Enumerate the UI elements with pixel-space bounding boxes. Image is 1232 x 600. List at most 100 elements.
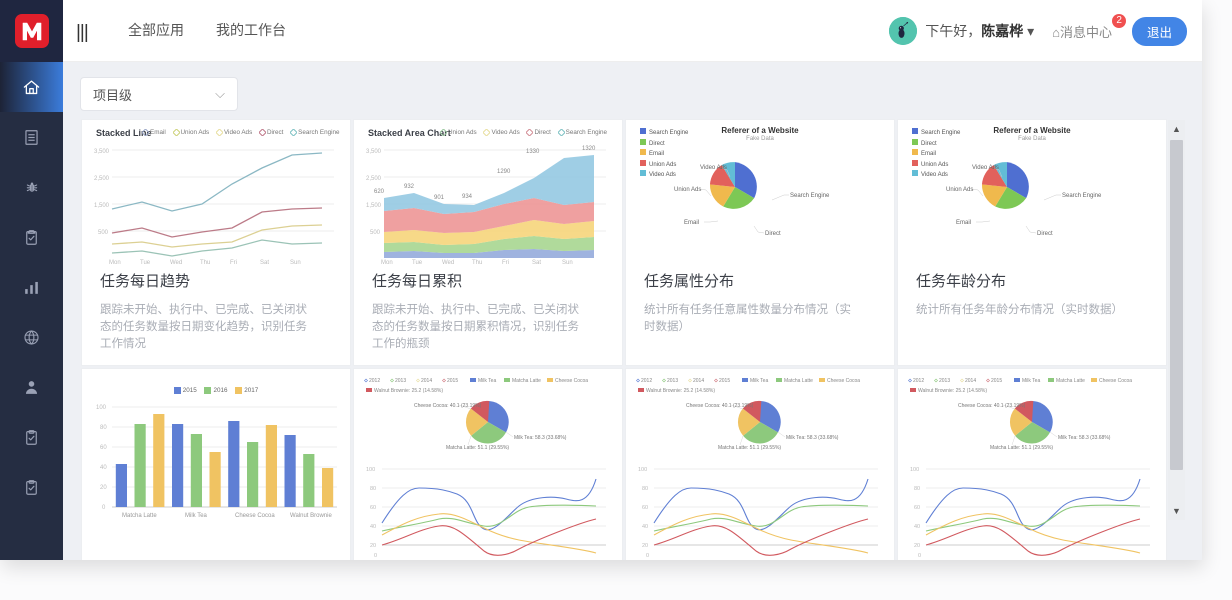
svg-text:901: 901 [434, 195, 445, 201]
svg-text:Wed: Wed [170, 260, 182, 266]
svg-text:500: 500 [370, 230, 381, 236]
svg-text:Email: Email [684, 220, 699, 226]
svg-text:3,500: 3,500 [94, 149, 110, 155]
svg-text:Cheese Cocoa: Cheese Cocoa [1099, 378, 1132, 384]
svg-text:934: 934 [462, 194, 473, 200]
svg-text:Direct: Direct [765, 231, 781, 237]
svg-text:2014: 2014 [421, 378, 432, 384]
svg-text:Mon: Mon [109, 260, 121, 266]
svg-text:Cheese Cocoa: Cheese Cocoa [555, 378, 588, 384]
svg-text:Matcha Latte: 51.1 (29.55%): Matcha Latte: 51.1 (29.55%) [446, 445, 509, 451]
svg-text:2015: 2015 [719, 378, 730, 384]
svg-text:60: 60 [642, 505, 648, 511]
svg-text:60: 60 [370, 505, 376, 511]
svg-text:40: 40 [914, 524, 920, 530]
svg-text:Search Engine: Search Engine [790, 193, 830, 199]
svg-text:Union Ads: Union Ads [946, 187, 973, 193]
svg-text:0: 0 [374, 553, 377, 559]
svg-text:1330: 1330 [526, 149, 540, 155]
svg-text:2013: 2013 [667, 378, 678, 384]
svg-text:Cheese Cocoa: 40.1 (23.19%): Cheese Cocoa: 40.1 (23.19%) [958, 403, 1026, 409]
svg-text:20: 20 [914, 543, 920, 549]
svg-text:2015: 2015 [991, 378, 1002, 384]
svg-text:Thu: Thu [472, 260, 482, 266]
svg-text:Walnut Brownie: 25.2 (14.58%): Walnut Brownie: 25.2 (14.58%) [374, 388, 443, 394]
svg-text:Matcha Latte: Matcha Latte [122, 513, 157, 519]
svg-text:Matcha Latte: Matcha Latte [1056, 378, 1085, 384]
svg-text:80: 80 [370, 486, 376, 492]
svg-text:Union Ads: Union Ads [674, 187, 701, 193]
svg-text:Direct: Direct [1037, 231, 1053, 237]
svg-text:Search Engine: Search Engine [1062, 193, 1102, 199]
svg-text:40: 40 [370, 524, 376, 530]
svg-text:Matcha Latte: 51.1 (29.55%): Matcha Latte: 51.1 (29.55%) [718, 445, 781, 451]
svg-text:20: 20 [100, 485, 107, 491]
svg-text:2013: 2013 [939, 378, 950, 384]
svg-text:20: 20 [642, 543, 648, 549]
svg-text:Matcha Latte: Matcha Latte [784, 378, 813, 384]
svg-text:40: 40 [100, 465, 107, 471]
svg-text:Cheese Cocoa: 40.1 (23.19%): Cheese Cocoa: 40.1 (23.19%) [686, 403, 754, 409]
svg-text:Fri: Fri [502, 260, 509, 266]
svg-text:Tue: Tue [140, 260, 151, 266]
svg-text:80: 80 [914, 486, 920, 492]
svg-text:Thu: Thu [200, 260, 210, 266]
svg-text:2,500: 2,500 [94, 176, 110, 182]
svg-text:Milk Tea: Milk Tea [478, 378, 496, 384]
svg-text:Fri: Fri [230, 260, 237, 266]
svg-text:2014: 2014 [965, 378, 976, 384]
svg-text:Walnut Brownie: Walnut Brownie [290, 513, 332, 519]
svg-text:Walnut Brownie: 25.2 (14.58%): Walnut Brownie: 25.2 (14.58%) [918, 388, 987, 394]
svg-text:620: 620 [374, 189, 385, 195]
svg-text:1320: 1320 [582, 146, 596, 152]
svg-text:100: 100 [366, 467, 375, 473]
svg-text:60: 60 [914, 505, 920, 511]
svg-text:80: 80 [642, 486, 648, 492]
svg-text:Mon: Mon [381, 260, 393, 266]
svg-text:1,500: 1,500 [366, 203, 382, 209]
svg-text:1290: 1290 [497, 169, 511, 175]
svg-text:Milk Tea: Milk Tea [750, 378, 768, 384]
svg-text:Sat: Sat [532, 260, 541, 266]
svg-text:40: 40 [642, 524, 648, 530]
svg-text:Milk Tea: Milk Tea [185, 513, 208, 519]
svg-text:Sat: Sat [260, 260, 269, 266]
svg-text:Milk Tea: 58.3 (33.68%): Milk Tea: 58.3 (33.68%) [1058, 435, 1111, 441]
svg-text:0: 0 [646, 553, 649, 559]
svg-text:Walnut Brownie: 25.2 (14.58%): Walnut Brownie: 25.2 (14.58%) [646, 388, 715, 394]
svg-text:Matcha Latte: Matcha Latte [512, 378, 541, 384]
svg-text:20: 20 [370, 543, 376, 549]
svg-text:Milk Tea: 58.3 (33.68%): Milk Tea: 58.3 (33.68%) [786, 435, 839, 441]
svg-text:2012: 2012 [369, 378, 380, 384]
svg-text:2015: 2015 [447, 378, 458, 384]
svg-text:Video Ads: Video Ads [972, 165, 999, 171]
svg-text:Email: Email [956, 220, 971, 226]
svg-text:Cheese Cocoa: 40.1 (23.19%): Cheese Cocoa: 40.1 (23.19%) [414, 403, 482, 409]
svg-text:Sun: Sun [290, 260, 301, 266]
svg-text:100: 100 [96, 405, 107, 411]
svg-text:0: 0 [918, 553, 921, 559]
svg-text:Video Ads: Video Ads [700, 165, 727, 171]
svg-text:1,500: 1,500 [94, 203, 110, 209]
svg-text:Milk Tea: Milk Tea [1022, 378, 1040, 384]
svg-text:2014: 2014 [693, 378, 704, 384]
svg-text:2012: 2012 [641, 378, 652, 384]
svg-text:100: 100 [638, 467, 647, 473]
svg-text:100: 100 [910, 467, 919, 473]
svg-text:60: 60 [100, 445, 107, 451]
svg-text:2,500: 2,500 [366, 176, 382, 182]
svg-text:500: 500 [98, 230, 109, 236]
svg-text:Tue: Tue [412, 260, 423, 266]
svg-text:Milk Tea: 58.3 (33.68%): Milk Tea: 58.3 (33.68%) [514, 435, 567, 441]
svg-text:Matcha Latte: 51.1 (29.55%): Matcha Latte: 51.1 (29.55%) [990, 445, 1053, 451]
svg-text:2012: 2012 [913, 378, 924, 384]
svg-text:80: 80 [100, 425, 107, 431]
svg-text:Wed: Wed [442, 260, 454, 266]
svg-text:2013: 2013 [395, 378, 406, 384]
svg-text:Cheese Cocoa: Cheese Cocoa [235, 513, 275, 519]
svg-text:Sun: Sun [562, 260, 573, 266]
svg-text:Cheese Cocoa: Cheese Cocoa [827, 378, 860, 384]
svg-text:932: 932 [404, 184, 415, 190]
svg-text:3,500: 3,500 [366, 149, 382, 155]
svg-text:0: 0 [102, 505, 106, 511]
